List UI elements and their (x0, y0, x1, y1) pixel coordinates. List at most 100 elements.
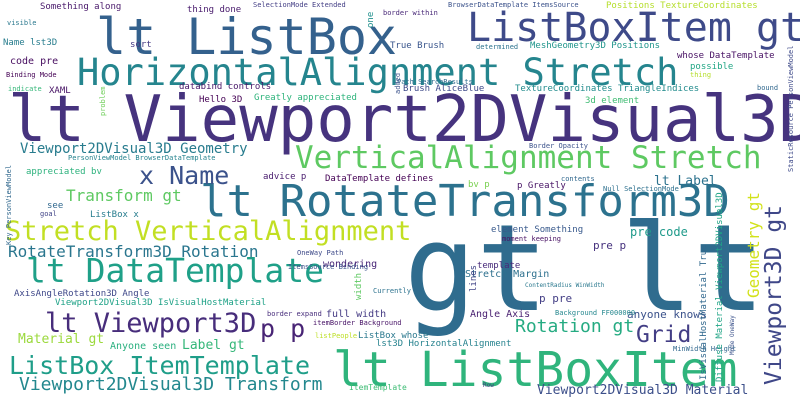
cloud-word: anyone knows (627, 308, 707, 321)
cloud-word: Viewport2DVisual3D Transform (19, 374, 323, 395)
cloud-word: gt lt (404, 200, 766, 339)
cloud-word: Hello 3D (199, 95, 243, 105)
cloud-word: listPeople (315, 332, 358, 340)
cloud-word: lt DataTemplate (26, 251, 325, 290)
cloud-word: Currently (373, 287, 411, 295)
cloud-word: full width (326, 309, 387, 320)
cloud-word: PersonViewModel BrowserDataTemplate (68, 154, 216, 162)
cloud-word: ContentRadius WinWidth (525, 282, 605, 289)
cloud-word: border expand (267, 310, 322, 318)
cloud-word: Binding Mode (6, 71, 57, 79)
cloud-word: Viewport3D gt (761, 204, 787, 385)
cloud-word: problem (99, 86, 107, 116)
cloud-word: lst3D HorizontalAlignment (376, 339, 512, 349)
cloud-word: TextureCoordinates TriangleIndices (515, 84, 700, 94)
cloud-word: Label gt (182, 338, 245, 353)
cloud-word: itemBorder Background (313, 319, 402, 327)
cloud-word: Path SearchResults (397, 78, 473, 86)
cloud-word: 3d element (585, 96, 640, 106)
cloud-word: lines (469, 264, 479, 292)
cloud-word: databind controls (179, 82, 272, 92)
cloud-word: p Greatly (517, 181, 566, 191)
cloud-word: lt ListBox (96, 8, 398, 66)
cloud-word: pre p (593, 239, 627, 252)
cloud-word: width (354, 272, 364, 300)
cloud-word: Rotation gt (515, 316, 635, 337)
cloud-word: DataTemplate defines (325, 174, 434, 184)
cloud-word: added (394, 72, 402, 94)
cloud-word: Grid (636, 322, 692, 348)
cloud-word: lt Viewport2DVisual3D (8, 83, 800, 157)
cloud-word: VerticalAlignment Stretch (295, 140, 762, 176)
cloud-word: Background FF000000 (555, 309, 636, 317)
cloud-word: lt RotateTransform3D (200, 176, 730, 227)
cloud-word: ListBox ItemTemplate (9, 351, 311, 380)
cloud-word: ListBox whose (358, 331, 429, 341)
cloud-word: True Brush (390, 41, 445, 51)
cloud-word: Geometry gt (744, 192, 763, 298)
cloud-word: pre code (630, 225, 688, 239)
cloud-word: Something along (40, 2, 122, 12)
cloud-word: moment keeping (502, 235, 562, 243)
cloud-word: Angle Axis (470, 309, 531, 320)
cloud-word: Stretch Margin (465, 269, 550, 280)
cloud-word: wondering (323, 259, 378, 270)
cloud-word: Diffuse Material Viewport2DVisual3D (715, 192, 725, 382)
cloud-word: code pre (10, 56, 59, 67)
cloud-word: Border Opacity (529, 142, 589, 150)
cloud-word: determined (476, 43, 519, 51)
cloud-word: lt Viewport3D (45, 308, 257, 339)
cloud-word: thing done (187, 5, 242, 15)
cloud-word: SelectionMode Extended (253, 1, 346, 9)
cloud-word: whose DataTemplate (677, 51, 775, 61)
cloud-word: border within (383, 9, 438, 17)
cloud-word: Stretch VerticalAlignment (5, 216, 412, 247)
cloud-word: Transform gt (66, 186, 182, 205)
cloud-word: HorizontalAlignment Stretch (77, 51, 679, 94)
cloud-word: element Something (491, 225, 584, 235)
cloud-word: lt Label (654, 174, 717, 189)
cloud-word: indicate (8, 85, 42, 93)
cloud-word: StaticResource PersonViewModel (787, 45, 795, 172)
cloud-word: Viewport2DVisual3D IsVisualHostMaterial (55, 298, 267, 308)
cloud-word: Anyone seen (110, 341, 177, 352)
cloud-word: IsVisualHostMaterial True (699, 244, 709, 380)
cloud-word: Positions TextureCoordinates (606, 1, 758, 11)
cloud-word: lt ListBoxItem (333, 342, 738, 398)
cloud-word: p p (260, 314, 306, 343)
cloud-word: goal (40, 210, 57, 218)
cloud-word: one (366, 11, 376, 28)
cloud-word: bv p (468, 180, 490, 190)
cloud-word: p pre (539, 292, 573, 305)
cloud-word: MeshGeometry3D Positions (530, 41, 661, 51)
cloud-word: Name lst3D (3, 38, 58, 48)
cloud-word: Row (483, 382, 494, 389)
cloud-word: possible (690, 62, 734, 72)
cloud-word: contents (561, 175, 595, 183)
cloud-word: appreciated bv (26, 167, 102, 177)
cloud-word: Key PersonViewModel (5, 164, 13, 245)
cloud-word: Viewport2DVisual3D Geometry (20, 141, 248, 157)
cloud-word: thing (690, 71, 712, 79)
cloud-word: advice p (263, 172, 307, 182)
cloud-word: Mode OneWay (729, 315, 736, 355)
cloud-word: AxisAngleRotation3D Angle (14, 289, 150, 299)
cloud-word: ItemTemplate (349, 383, 407, 392)
cloud-word: bound (757, 84, 779, 92)
cloud-word: Null SelectionMode (603, 185, 679, 193)
cloud-word: Material gt (18, 332, 105, 347)
cloud-word: XAML (49, 86, 71, 96)
cloud-word: template (477, 261, 521, 271)
cloud-word: x Name (139, 161, 230, 190)
cloud-word: RotateTransform3D Rotation (8, 242, 259, 261)
cloud-word: Brush AliceBlue (403, 84, 485, 94)
cloud-word: see (47, 201, 64, 211)
cloud-word: ListBoxItem gt (467, 5, 800, 51)
cloud-word: MinWidth Height (673, 345, 737, 353)
cloud-word: BrowserDataTemplate ItemsSource (448, 1, 579, 9)
cloud-word: OneWay Path (297, 249, 344, 257)
cloud-word: Viewport2DVisual3D Material (537, 383, 749, 398)
cloud-word: ListBox x (90, 210, 139, 220)
cloud-word: ItemsSource Binding (288, 263, 369, 271)
